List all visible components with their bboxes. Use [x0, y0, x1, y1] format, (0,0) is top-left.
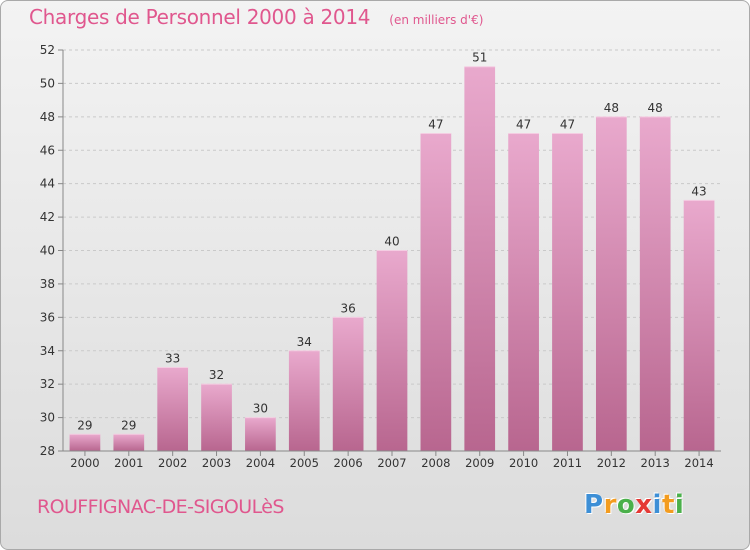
- bar: [69, 434, 101, 451]
- data-label: 43: [691, 184, 706, 198]
- chart-title: Charges de Personnel 2000 à 2014: [29, 5, 371, 29]
- y-tick-label: 36: [40, 310, 55, 324]
- x-tick-label: 2010: [509, 456, 538, 470]
- logo-letter: o: [616, 490, 636, 520]
- y-tick-label: 52: [40, 43, 55, 57]
- logo-letter: P: [584, 490, 604, 520]
- y-tick-label: 40: [40, 244, 55, 258]
- bar: [639, 116, 671, 451]
- bar: [420, 133, 452, 451]
- bar: [201, 384, 232, 451]
- logo-letter: r: [603, 490, 617, 520]
- x-tick-label: 2003: [202, 456, 231, 470]
- data-label: 30: [253, 402, 268, 416]
- data-label: 40: [384, 235, 399, 249]
- axes: [58, 49, 721, 456]
- data-label: 47: [516, 118, 531, 132]
- x-tick-label: 2012: [597, 456, 626, 470]
- y-tick-label: 50: [40, 76, 55, 90]
- x-tick-label: 2004: [246, 456, 275, 470]
- data-label: 47: [428, 118, 443, 132]
- y-tick-label: 48: [40, 110, 55, 124]
- x-tick-label: 2014: [684, 456, 713, 470]
- proxiti-logo: Proxiti: [584, 490, 684, 520]
- bar: [464, 66, 496, 451]
- title-row: Charges de Personnel 2000 à 2014 (en mil…: [29, 5, 483, 29]
- bar: [288, 350, 320, 451]
- chart-subtitle: (en milliers d'€): [389, 13, 484, 27]
- data-label: 36: [340, 301, 355, 315]
- data-label: 47: [560, 118, 575, 132]
- logo-letter: x: [635, 490, 653, 520]
- bar: [595, 116, 627, 451]
- y-tick-label: 38: [40, 277, 55, 291]
- bar: [332, 317, 364, 451]
- bar: [376, 250, 408, 451]
- x-tick-label: 2009: [465, 456, 494, 470]
- x-tick-label: 2007: [377, 456, 406, 470]
- bar: [508, 133, 539, 451]
- bar: [552, 133, 583, 451]
- data-label: 29: [121, 418, 136, 432]
- data-label: 34: [297, 335, 312, 349]
- data-label: 33: [165, 351, 180, 365]
- data-label: 48: [648, 101, 663, 115]
- y-tick-label: 34: [40, 344, 55, 358]
- x-tick-label: 2000: [70, 456, 99, 470]
- labels: 28 30 32 34 36 38 40 42 44 46 48 50 52 29 2000 29 2001 33…: [40, 43, 714, 470]
- x-tick-label: 2013: [641, 456, 670, 470]
- y-tick-label: 44: [40, 177, 55, 191]
- logo-letter: i: [652, 490, 662, 520]
- data-label: 51: [472, 51, 487, 65]
- y-tick-label: 28: [40, 444, 55, 458]
- data-label: 48: [604, 101, 619, 115]
- bar: [245, 417, 276, 451]
- bar: [683, 200, 715, 451]
- x-tick-label: 2011: [553, 456, 582, 470]
- x-tick-label: 2001: [114, 456, 143, 470]
- commune-name: ROUFFIGNAC-DE-SIGOULèS: [37, 496, 284, 518]
- data-label: 32: [209, 368, 224, 382]
- y-tick-label: 30: [40, 411, 55, 425]
- y-tick-label: 32: [40, 377, 55, 391]
- logo-letter: i: [674, 490, 685, 520]
- x-tick-label: 2008: [421, 456, 450, 470]
- logo-letter: t: [661, 490, 675, 520]
- bars: [69, 66, 715, 451]
- y-tick-label: 42: [40, 210, 55, 224]
- x-tick-label: 2006: [333, 456, 362, 470]
- bar: [157, 367, 189, 451]
- y-tick-label: 46: [40, 143, 55, 157]
- x-tick-label: 2002: [158, 456, 187, 470]
- bar: [113, 434, 145, 451]
- x-tick-label: 2005: [290, 456, 319, 470]
- data-label: 29: [77, 418, 92, 432]
